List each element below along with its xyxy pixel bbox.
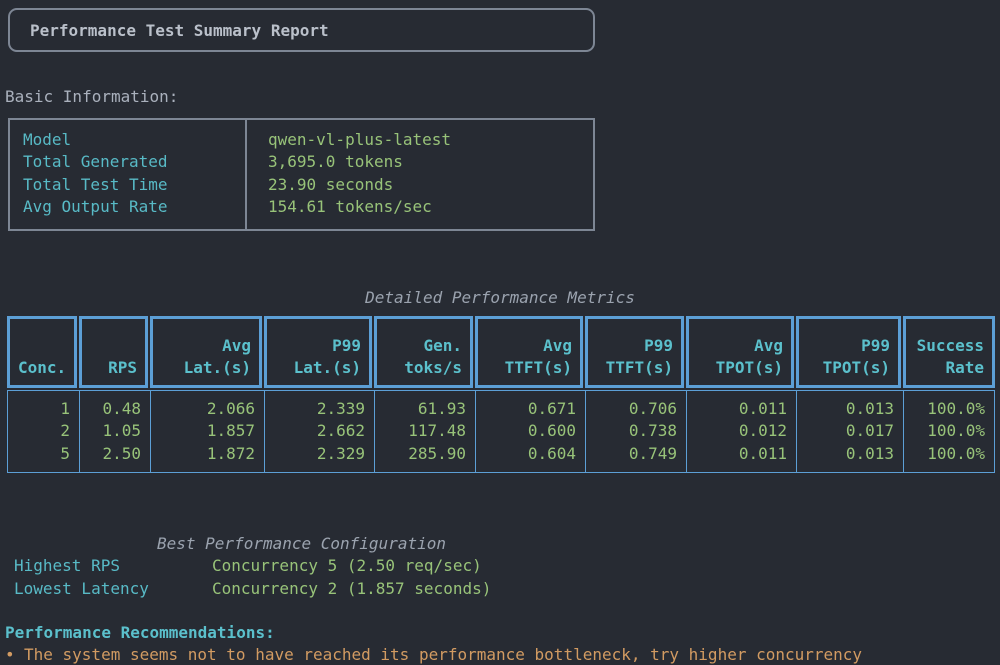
column-header-avg-lat: Avg Lat.(s) [150,316,262,388]
bullet-icon: • [5,645,15,665]
metrics-section-title: Detailed Performance Metrics [365,288,635,307]
basic-info-label: Total Generated [23,152,168,172]
column-header-success-rate: Success Rate [903,316,995,388]
cell: 0.017 [845,421,894,441]
best-config-title: Best Performance Configuration [157,534,446,553]
column-header-p99-lat: P99 Lat.(s) [264,316,372,388]
column-p99-ttft: 0.706 0.738 0.749 [586,391,687,472]
best-config-section: Best Performance Configuration Highest R… [8,533,595,600]
cell: 2.066 [206,399,255,418]
recommendations-section: Performance Recommendations: • The system… [5,622,862,665]
best-config-value: Concurrency 2 (1.857 seconds) [212,578,492,598]
basic-info-value: 154.61 tokens/sec [268,197,432,217]
cell: 1.05 [102,421,141,441]
cell: 100.0% [927,421,985,441]
column-p99-tpot: 0.013 0.017 0.013 [797,391,904,472]
report-title-panel: Performance Test Summary Report [8,8,595,52]
basic-info-label: Avg Output Rate [23,197,168,217]
column-header-p99-ttft: P99 TTFT(s) [585,316,684,388]
best-config-label: Highest RPS [14,556,120,576]
column-header-p99-tpot: P99 TPOT(s) [796,316,901,388]
cell: 0.671 [527,399,576,418]
column-rps: 0.48 1.05 2.50 [80,391,151,472]
column-header-rps: RPS [79,316,148,388]
basic-info-label: Total Test Time [23,174,168,194]
basic-info-label: Model [23,130,72,149]
cell: 0.706 [628,399,677,418]
cell: 0.738 [628,421,677,441]
metrics-table-body: 1 2 5 0.48 1.05 2.50 2.066 1.857 1.872 2… [7,390,995,473]
cell: 1.872 [206,443,255,463]
cell: 100.0% [927,399,985,418]
basic-info-heading: Basic Information: [5,87,179,106]
cell: 2.329 [316,443,365,463]
cell: 0.48 [102,399,141,418]
basic-info-table: Model Total Generated Total Test Time Av… [8,118,595,231]
basic-info-value: qwen-vl-plus-latest [268,130,452,149]
cell: 0.604 [527,443,576,463]
cell: 5 [60,443,70,463]
cell: 0.013 [845,399,894,418]
report-title: Performance Test Summary Report [30,20,329,40]
best-config-row: Highest RPS Concurrency 5 (2.50 req/sec) [8,555,595,577]
column-gen-toks: 61.93 117.48 285.90 [375,391,476,472]
cell: 0.011 [738,443,787,463]
column-avg-tpot: 0.011 0.012 0.011 [687,391,797,472]
cell: 1.857 [206,421,255,441]
basic-info-value-column: qwen-vl-plus-latest 3,695.0 tokens 23.90… [247,120,593,229]
recommendation-text: The system seems not to have reached its… [24,645,863,665]
cell: 61.93 [417,399,466,418]
column-header-avg-tpot: Avg TPOT(s) [686,316,794,388]
column-p99-lat: 2.339 2.662 2.329 [265,391,375,472]
column-avg-ttft: 0.671 0.600 0.604 [476,391,586,472]
column-header-gen-toks: Gen. toks/s [374,316,473,388]
cell: 2.339 [316,399,365,418]
basic-info-label-column: Model Total Generated Total Test Time Av… [10,120,247,229]
basic-info-value: 3,695.0 tokens [268,152,403,172]
column-conc: 1 2 5 [8,391,80,472]
recommendations-heading: Performance Recommendations: [5,623,275,642]
cell: 0.749 [628,443,677,463]
cell: 1 [60,399,70,418]
cell: 0.012 [738,421,787,441]
cell: 0.013 [845,443,894,463]
basic-info-value: 23.90 seconds [268,174,394,194]
recommendation-item: • The system seems not to have reached it… [5,644,862,665]
cell: 0.600 [527,421,576,441]
best-config-value: Concurrency 5 (2.50 req/sec) [212,556,482,576]
cell: 117.48 [408,421,466,441]
cell: 2.662 [316,421,365,441]
column-header-avg-ttft: Avg TTFT(s) [475,316,583,388]
cell: 100.0% [927,443,985,463]
column-success-rate: 100.0% 100.0% 100.0% [904,391,994,472]
cell: 2.50 [102,443,141,463]
column-avg-lat: 2.066 1.857 1.872 [151,391,265,472]
cell: 2 [60,421,70,441]
column-header-conc: Conc. [7,316,77,388]
best-config-row: Lowest Latency Concurrency 2 (1.857 seco… [8,578,595,600]
cell: 285.90 [408,443,466,463]
cell: 0.011 [738,399,787,418]
best-config-label: Lowest Latency [14,578,149,598]
metrics-table-header: Conc. RPS Avg Lat.(s) P99 Lat.(s) Gen. t… [7,316,995,388]
